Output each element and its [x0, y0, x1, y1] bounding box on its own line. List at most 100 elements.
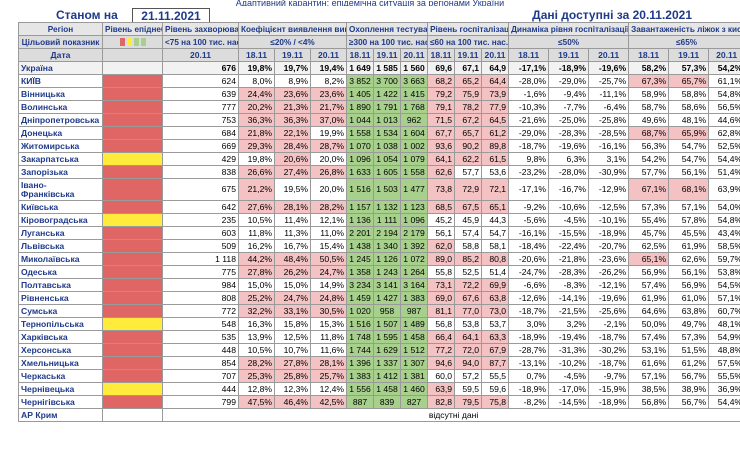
incidence-value: 676 — [162, 61, 239, 75]
table-row: Донецька 684 21,8% 22,1% 19,9% 1 558 1 534 1 60… — [18, 126, 740, 140]
hosp-value: 67,7 — [427, 126, 456, 140]
table-row: Сумська 772 32,2% 33,1% 30,5% 1 020 958 987 81,1… — [18, 304, 740, 318]
detection-value: 25,2% — [238, 291, 275, 305]
testing-value: 1 096 — [400, 213, 429, 227]
hosp-value: 85,2 — [454, 252, 483, 266]
detection-value: 28,4% — [274, 139, 311, 153]
dynamics-value: -18,7% — [588, 356, 630, 370]
dynamics-value: -17,0% — [548, 382, 590, 396]
dynamics-value: -12,9% — [588, 178, 630, 201]
hosp-value: 67,5 — [454, 200, 483, 214]
testing-value: 1 748 — [346, 330, 375, 344]
oxygen-value: 54,8% — [708, 213, 740, 227]
dynamics-value: -14,1% — [548, 291, 590, 305]
date-cell: 19.11 — [668, 48, 710, 62]
testing-value: 1 412 — [373, 369, 402, 383]
dynamics-value: -28,5% — [588, 126, 630, 140]
dynamics-value: 9,8% — [508, 152, 550, 166]
detection-value: 16,7% — [274, 239, 311, 253]
oxygen-value: 48,8% — [708, 343, 740, 357]
region-name: Житомирська — [18, 139, 103, 153]
hosp-value: 64,9 — [481, 61, 510, 75]
report-title: Адаптивний карантин: епідемічна ситуація… — [235, 0, 505, 6]
region-name: Хмельницька — [18, 356, 103, 370]
epid-level-cell — [102, 265, 163, 279]
dynamics-value: -30,9% — [588, 165, 630, 179]
oxygen-value: 45,7% — [628, 226, 670, 240]
testing-value: 1 629 — [373, 343, 402, 357]
oxygen-value: 65,9% — [668, 126, 710, 140]
testing-value: 3 164 — [400, 278, 429, 292]
detection-value: 37,0% — [309, 113, 348, 127]
available-label: Дані доступні за — [532, 8, 630, 22]
testing-value: 1 649 — [346, 61, 375, 75]
oxygen-value: 49,7% — [668, 317, 710, 331]
target-incidence: <75 на 100 тис. нас. — [162, 35, 239, 49]
dynamics-value: -28,7% — [508, 343, 550, 357]
oxygen-value: 54,0% — [708, 200, 740, 214]
oxygen-value: 56,9% — [668, 278, 710, 292]
dynamics-value: -11,1% — [588, 87, 630, 101]
dynamics-value: -18,7% — [508, 304, 550, 318]
dynamics-value: 6,3% — [548, 152, 590, 166]
oxygen-value: 55,5% — [708, 369, 740, 383]
report-header: Станом на 21.11.2021 Дані доступні за 20… — [0, 6, 740, 23]
detection-value: 42,5% — [309, 395, 348, 409]
oxygen-value: 58,7% — [628, 100, 670, 114]
testing-value: 1 307 — [400, 356, 429, 370]
testing-value: 1 123 — [400, 200, 429, 214]
dynamics-value: -9,2% — [508, 200, 550, 214]
hosp-value: 62,6 — [427, 165, 456, 179]
hosp-value: 69,0 — [427, 291, 456, 305]
oxygen-value: 67,3% — [628, 74, 670, 88]
hosp-value: 90,2 — [454, 139, 483, 153]
hosp-value: 69,6 — [427, 61, 456, 75]
detection-value: 21,7% — [309, 100, 348, 114]
dynamics-value: -12,1% — [588, 278, 630, 292]
region-name: Івано-Франківська — [18, 178, 103, 201]
testing-value: 1 507 — [373, 317, 402, 331]
testing-value: 1 405 — [346, 87, 375, 101]
hosp-value: 73,0 — [481, 304, 510, 318]
date-cell: 19.11 — [548, 48, 590, 62]
hosp-value: 82,8 — [427, 395, 456, 409]
oxygen-value: 54,5% — [708, 278, 740, 292]
hosp-value: 94,0 — [454, 356, 483, 370]
testing-value: 1 512 — [400, 343, 429, 357]
incidence-value: 1 118 — [162, 252, 239, 266]
dynamics-value: -8,3% — [548, 278, 590, 292]
target-detection: ≤20% / <4% — [237, 35, 348, 49]
hosp-value: 64,1 — [427, 152, 456, 166]
hosp-value: 75,8 — [481, 395, 510, 409]
oxygen-value: 51,4% — [708, 165, 740, 179]
target-light-swatch — [140, 38, 146, 46]
hosp-value: 58,1 — [481, 239, 510, 253]
region-name: Закарпатська — [18, 152, 103, 166]
col-incidence: Рівень захворюваності — [162, 22, 239, 36]
detection-value: 12,5% — [274, 330, 311, 344]
epid-level-cell — [102, 126, 163, 140]
testing-value: 1 633 — [346, 165, 375, 179]
hosp-value: 93,6 — [427, 139, 456, 153]
hosp-value: 80,8 — [481, 252, 510, 266]
testing-value: 1 337 — [373, 356, 402, 370]
dynamics-value: -23,2% — [508, 165, 550, 179]
testing-value: 1 459 — [346, 291, 375, 305]
detection-value: 12,3% — [274, 382, 311, 396]
region-name: Волинська — [18, 100, 103, 114]
region-name: Вінницька — [18, 87, 103, 101]
epid-level-cell — [102, 200, 163, 214]
testing-value: 839 — [373, 395, 402, 409]
detection-value: 29,3% — [238, 139, 275, 153]
epid-level-cell — [102, 317, 163, 331]
epid-level-cell — [102, 330, 163, 344]
available-date: 20.11.2021 — [632, 8, 692, 22]
hosp-value: 77,9 — [481, 100, 510, 114]
detection-value: 28,2% — [309, 200, 348, 214]
incidence-value: 448 — [162, 343, 239, 357]
target-label: Цільовий показник — [18, 35, 103, 49]
testing-value: 1 245 — [346, 252, 375, 266]
table-row: Миколаївська 1 118 44,2% 48,4% 50,5% 1 245 1 1… — [18, 252, 740, 266]
oxygen-value: 58,9% — [628, 87, 670, 101]
testing-value: 1 136 — [346, 213, 375, 227]
